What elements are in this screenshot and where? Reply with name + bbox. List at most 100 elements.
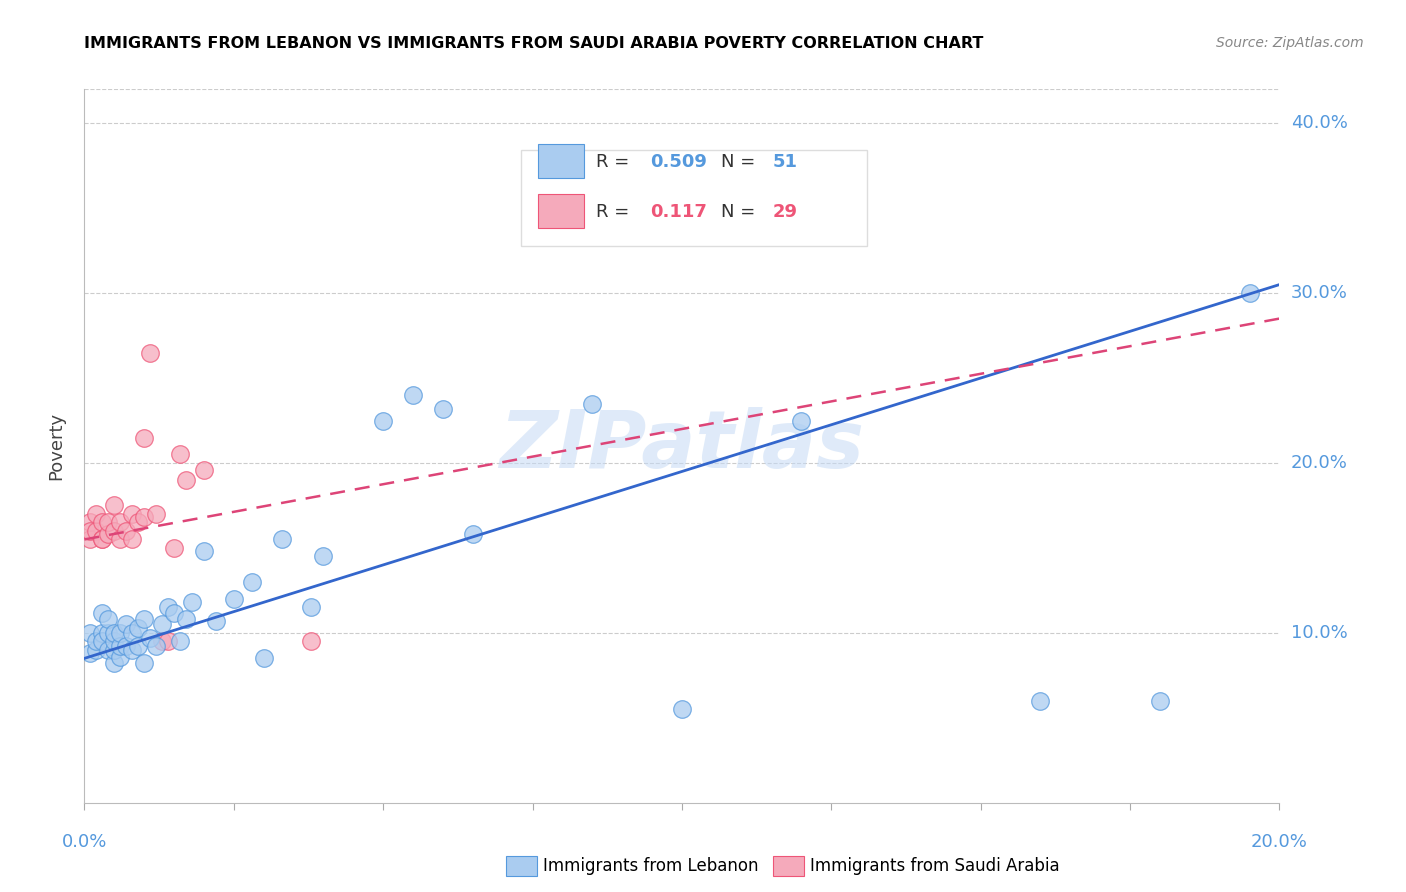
Point <box>253 651 276 665</box>
Point <box>163 606 186 620</box>
FancyBboxPatch shape <box>538 145 583 178</box>
Point <box>115 640 138 654</box>
Point <box>110 516 132 530</box>
Text: 20.0%: 20.0% <box>1251 833 1308 851</box>
Point <box>110 533 132 547</box>
Point <box>110 640 132 654</box>
Point <box>174 612 197 626</box>
Point <box>127 621 149 635</box>
Point <box>121 643 143 657</box>
Text: 10.0%: 10.0% <box>1291 624 1347 642</box>
Point <box>163 541 186 555</box>
Point <box>79 524 101 538</box>
Point <box>150 617 173 632</box>
Point <box>181 595 204 609</box>
Point <box>169 448 191 462</box>
Point <box>145 640 167 654</box>
Point <box>110 649 132 664</box>
Text: 0.509: 0.509 <box>650 153 707 171</box>
Point <box>132 510 156 524</box>
Text: R =: R = <box>596 153 636 171</box>
Point <box>301 634 323 648</box>
Point <box>97 516 120 530</box>
Point <box>402 388 425 402</box>
Point <box>115 524 138 538</box>
FancyBboxPatch shape <box>520 150 868 246</box>
Point <box>91 634 114 648</box>
Point <box>121 626 143 640</box>
Text: Immigrants from Lebanon: Immigrants from Lebanon <box>543 857 758 875</box>
Point <box>132 612 156 626</box>
Text: N =: N = <box>721 203 761 221</box>
Point <box>79 533 101 547</box>
Text: Immigrants from Saudi Arabia: Immigrants from Saudi Arabia <box>810 857 1060 875</box>
Point <box>91 516 114 530</box>
Point <box>312 549 335 564</box>
Point <box>139 345 162 359</box>
Point <box>91 606 114 620</box>
Point <box>103 626 125 640</box>
Point <box>174 473 197 487</box>
Point <box>79 626 101 640</box>
Point <box>91 533 114 547</box>
Text: ZIPatlas: ZIPatlas <box>499 407 865 485</box>
Text: Source: ZipAtlas.com: Source: ZipAtlas.com <box>1216 36 1364 50</box>
Point <box>581 396 603 410</box>
Point <box>127 516 149 530</box>
Point <box>86 634 108 648</box>
Text: 29: 29 <box>773 203 797 221</box>
Text: 0.117: 0.117 <box>650 203 707 221</box>
Text: 0.0%: 0.0% <box>62 833 107 851</box>
Point <box>121 533 143 547</box>
Text: 20.0%: 20.0% <box>1291 454 1347 472</box>
Point <box>145 507 167 521</box>
Point <box>103 499 125 513</box>
Point <box>301 600 323 615</box>
FancyBboxPatch shape <box>538 194 583 228</box>
Point <box>103 657 125 671</box>
Point <box>121 507 143 521</box>
Point <box>373 413 395 427</box>
Text: N =: N = <box>721 153 761 171</box>
Point <box>79 516 101 530</box>
Point <box>1239 286 1261 301</box>
Point <box>79 646 101 660</box>
Point <box>432 401 454 416</box>
Text: 30.0%: 30.0% <box>1291 284 1347 302</box>
Text: R =: R = <box>596 203 641 221</box>
Point <box>270 533 292 547</box>
Point <box>132 430 156 444</box>
Point <box>91 626 114 640</box>
Point <box>1029 694 1052 708</box>
Point <box>150 634 173 648</box>
Point <box>1149 694 1171 708</box>
Text: 40.0%: 40.0% <box>1291 114 1347 132</box>
Point <box>790 413 813 427</box>
Point <box>205 614 228 628</box>
Point <box>193 544 215 558</box>
Point <box>97 626 120 640</box>
Point <box>169 634 191 648</box>
Point <box>97 527 120 541</box>
Point <box>103 524 125 538</box>
Point <box>97 612 120 626</box>
Point <box>240 574 263 589</box>
Point <box>461 527 484 541</box>
Point <box>103 634 125 648</box>
Point <box>139 631 162 645</box>
Y-axis label: Poverty: Poverty <box>48 412 66 480</box>
Point <box>86 643 108 657</box>
Point <box>86 524 108 538</box>
Point <box>103 643 125 657</box>
Point <box>193 463 215 477</box>
Point <box>671 702 693 716</box>
Point <box>157 600 180 615</box>
Point <box>222 591 245 606</box>
Point <box>110 626 132 640</box>
Point <box>157 634 180 648</box>
Point <box>115 617 138 632</box>
Point <box>97 643 120 657</box>
Point <box>127 640 149 654</box>
Text: IMMIGRANTS FROM LEBANON VS IMMIGRANTS FROM SAUDI ARABIA POVERTY CORRELATION CHAR: IMMIGRANTS FROM LEBANON VS IMMIGRANTS FR… <box>84 36 984 51</box>
Point <box>132 657 156 671</box>
